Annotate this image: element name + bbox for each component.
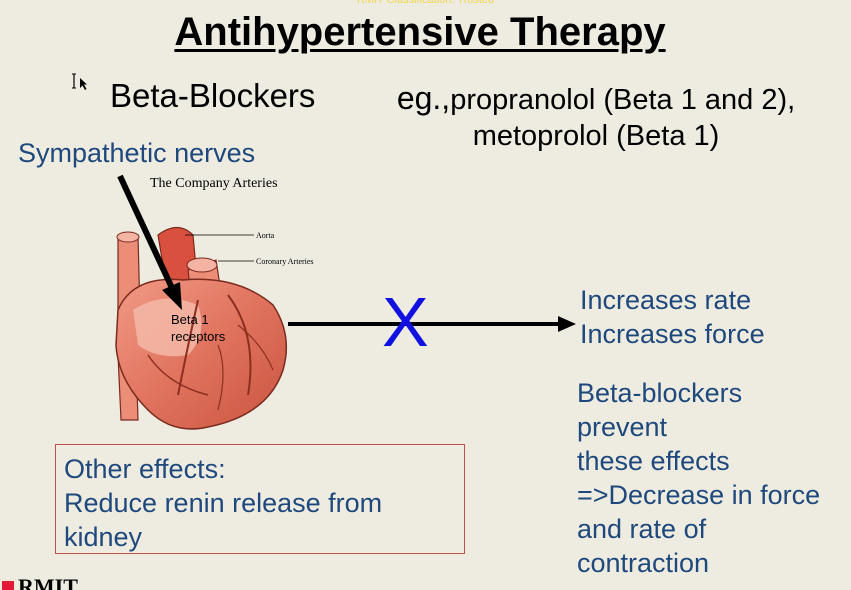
effect-arrow-icon (288, 316, 576, 332)
conclusion-line-4: =>Decrease in force (577, 480, 821, 510)
conclusion-line-1: Beta-blockers (577, 378, 743, 408)
rmit-logo-text: RMIT (18, 576, 78, 590)
block-x-symbol: X (382, 283, 429, 361)
sympathetic-nerves-label: Sympathetic nerves (18, 138, 256, 168)
coronary-artery-5 (217, 344, 224, 411)
other-effects-box: Other effects: Reduce renin release from… (55, 444, 465, 554)
example-propranolol: propranolol (Beta 1 and 2), (450, 84, 796, 116)
other-effects-line-1: Reduce renin release from (64, 488, 383, 518)
conclusion-text: Beta-blockers prevent these effects =>De… (577, 376, 820, 580)
right-atrium (133, 298, 202, 357)
pulmonary-opening (186, 257, 218, 273)
conclusion-line-6: contraction (577, 548, 710, 578)
receptor-line-1: Beta 1 (171, 312, 209, 327)
image-caption: The Company Arteries (150, 176, 278, 191)
examples-prefix: eg., (396, 80, 451, 116)
mouse-cursor-icon (72, 73, 87, 90)
heart-illustration: Aorta Coronary Arteries (115, 226, 314, 430)
conclusion-line-2: prevent (577, 412, 668, 442)
vena-cava-opening (116, 231, 140, 243)
aorta-label: Aorta (256, 231, 275, 240)
coronary-artery-3 (147, 354, 209, 396)
other-effects-line-2: kidney (64, 522, 143, 552)
effect-force: Increases force (580, 319, 765, 349)
classification-label: RMIT Classification: Trusted (356, 0, 495, 6)
coronary-artery-2 (227, 294, 252, 396)
beta-receptor-label: Beta 1 receptors (171, 311, 225, 345)
sympathetic-arrow-icon (117, 174, 182, 310)
effects-list: Increases rate Increases force (580, 283, 765, 351)
other-effects-heading: Other effects: (64, 454, 226, 484)
drug-class-name: Beta-Blockers (110, 77, 316, 114)
drug-examples: eg.,propranolol (Beta 1 and 2), metoprol… (376, 80, 816, 154)
conclusion-line-3: these effects (577, 446, 730, 476)
coronary-artery-4 (237, 324, 274, 371)
conclusion-line-5: and rate of (577, 514, 707, 544)
receptor-line-2: receptors (171, 329, 226, 344)
effect-rate: Increases rate (580, 285, 752, 315)
rmit-logo-mark (2, 581, 14, 590)
example-metoprolol: metoprolol (Beta 1) (472, 120, 720, 152)
rmit-logo: RMIT (0, 576, 110, 590)
coronary-arteries-label: Coronary Arteries (256, 257, 314, 266)
slide-title: Antihypertensive Therapy (174, 10, 666, 54)
